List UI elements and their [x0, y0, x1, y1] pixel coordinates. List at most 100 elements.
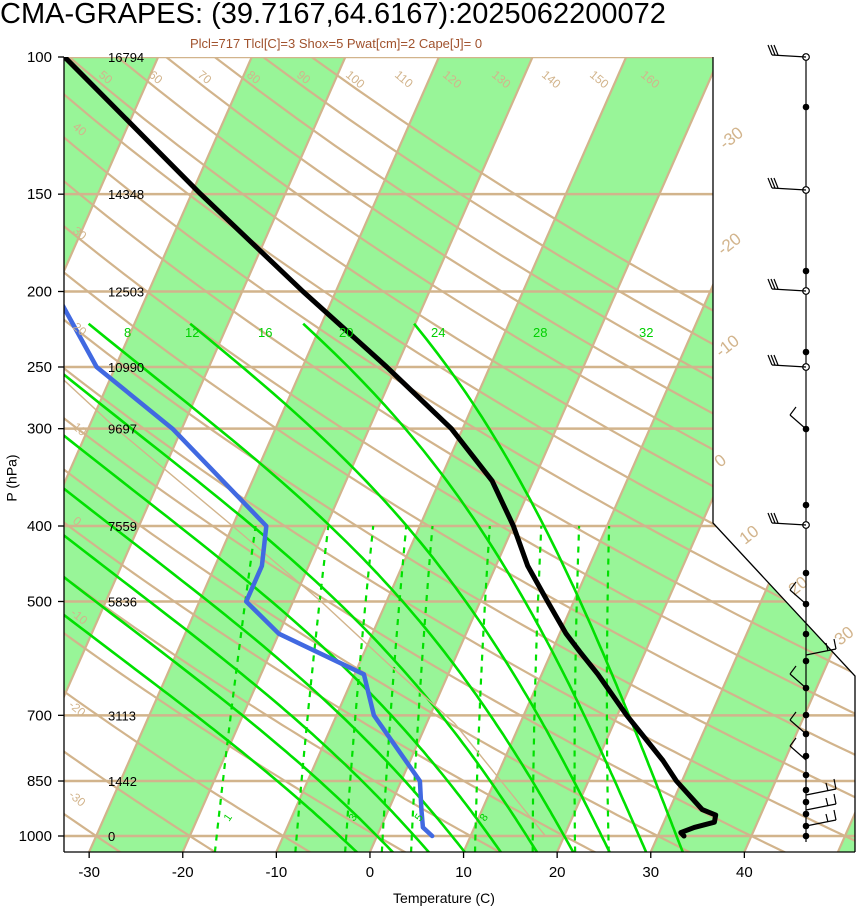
isotherm-line [64, 57, 385, 852]
moist-adiabat [87, 322, 575, 852]
isotherm-band [64, 57, 434, 852]
isotherm-line [649, 57, 855, 852]
isotherm-label: -20 [714, 229, 745, 259]
wind-barb-feather [770, 354, 776, 366]
y-tick-label: 150 [27, 186, 52, 203]
dry-adiabat [64, 57, 312, 852]
x-tick-label: 20 [549, 864, 566, 881]
chart-subtitle: Plcl=717 Tlcl[C]=3 Shox=5 Pwat[cm]=2 Cap… [190, 36, 483, 51]
height-label: 0 [108, 829, 115, 844]
height-label: 7559 [108, 519, 137, 534]
wind-barb-feather [773, 354, 779, 366]
dry-adiabat [64, 57, 855, 852]
mixing-ratio-line [573, 525, 581, 852]
wind-barb-feather [767, 354, 773, 366]
mixing-ratio-label: 5 [413, 812, 426, 824]
moist-adiabat-label: 20 [339, 325, 353, 340]
wind-barb-feather [789, 581, 797, 591]
wind-barb-feather [770, 512, 776, 524]
mixing-ratio-line [294, 525, 330, 852]
dry-adiabat [64, 57, 855, 852]
height-label: 3113 [108, 708, 136, 723]
wind-barb-feather [773, 44, 779, 56]
y-tick-label: 250 [27, 359, 52, 376]
mixing-ratio-line [531, 525, 543, 852]
moist-adiabat [302, 322, 648, 852]
wind-dot [802, 657, 810, 665]
moist-adiabat [64, 322, 539, 852]
wind-barb-feather [833, 778, 837, 790]
dry-adiabat [64, 57, 855, 852]
y-tick-label: 850 [27, 773, 52, 790]
mixing-ratio-line [605, 525, 611, 852]
isotherm-band [837, 57, 855, 852]
wind-barb-feather [789, 737, 797, 747]
isotherm-line [64, 57, 479, 852]
moist-adiabat [64, 322, 395, 852]
wind-barb-feather [767, 512, 773, 524]
dry-adiabat-label: 100 [343, 68, 368, 92]
isotherm-line [743, 57, 855, 852]
height-label: 1442 [108, 774, 137, 789]
wind-barb-feather [833, 638, 837, 650]
wind-barb-feather [767, 44, 773, 56]
dry-adiabat-label: -30 [66, 788, 89, 810]
moist-adiabat [64, 322, 359, 852]
wind-dot [802, 711, 810, 719]
wind-dot [802, 798, 810, 806]
wind-barb-feather [825, 782, 829, 792]
moist-adiabat-label: 8 [124, 325, 131, 340]
dry-adiabat [64, 57, 855, 852]
wind-dot [802, 501, 810, 509]
y-tick-label: 1000 [19, 828, 52, 845]
dry-adiabat [64, 57, 855, 852]
height-label: 5836 [108, 594, 137, 609]
isotherm-line [0, 0, 9, 852]
dry-adiabat [64, 57, 855, 852]
wind-dot [802, 348, 810, 356]
isotherm-line [368, 57, 853, 852]
y-tick-label: 500 [27, 593, 52, 610]
parcel-path [64, 366, 547, 837]
pressure-axis: 100 16794 150 14348 200 12503 250 10990 300 9697 4… [19, 49, 145, 845]
moist-adiabat-label: 12 [185, 325, 199, 340]
isotherm-band [650, 57, 855, 852]
wind-barb-feather [770, 44, 776, 56]
dry-adiabat [64, 57, 786, 852]
x-tick-label: 0 [366, 864, 374, 881]
wind-barb-shaft [789, 673, 807, 689]
wind-barb-shaft [771, 54, 807, 58]
wind-barb-feather [825, 642, 829, 652]
isotherm-line [88, 57, 572, 852]
dry-adiabat [64, 57, 597, 852]
dry-adiabat-label: 110 [392, 68, 416, 91]
y-tick-label: 400 [27, 518, 52, 535]
y-tick-label: 700 [27, 707, 52, 724]
mixing-ratio-line [473, 525, 491, 852]
wind-barb-feather [770, 278, 776, 290]
moist-adiabat-label: 32 [639, 325, 653, 340]
wind-dot [802, 810, 810, 818]
dry-adiabat [74, 57, 855, 852]
wind-barb-feather [767, 278, 773, 290]
isotherm-label: -10 [712, 331, 743, 361]
temperature-axis: -30 -20 -10 0 10 20 30 40 [78, 852, 753, 881]
moist-adiabat [189, 322, 611, 852]
x-tick-label: -30 [78, 864, 100, 881]
wind-barb-feather [773, 512, 779, 524]
dry-adiabat [64, 57, 855, 852]
dry-adiabat [64, 57, 855, 852]
mixing-ratio-label: 3 [347, 812, 360, 824]
isotherm-band [89, 57, 621, 852]
wind-barb-shaft [805, 803, 837, 811]
height-label: 12503 [108, 285, 144, 300]
wind-barb-shaft [789, 414, 807, 430]
x-tick-label: -10 [266, 864, 288, 881]
wind-dot [802, 771, 810, 779]
y-axis-label: P (hPa) [3, 454, 20, 502]
wind-barbs [767, 44, 837, 842]
wind-dot [802, 786, 810, 794]
moist-adiabat [64, 322, 503, 852]
isotherm-label: -30 [716, 123, 747, 153]
wind-barb-shaft [805, 819, 837, 827]
